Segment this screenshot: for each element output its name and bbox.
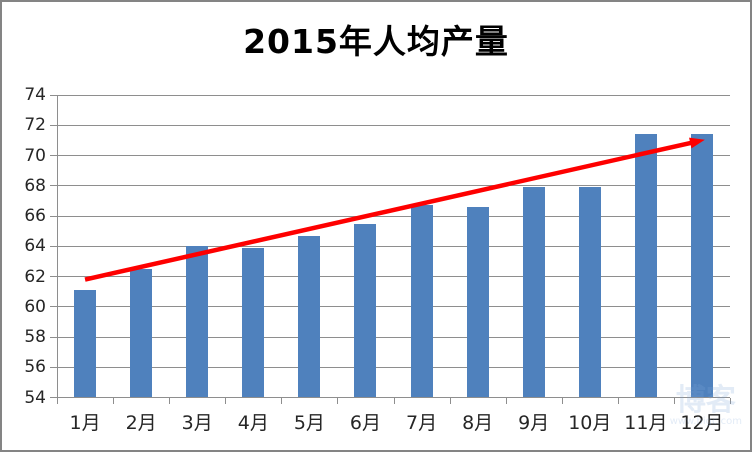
bar-7月: [410, 205, 433, 398]
bar-5月: [298, 235, 321, 398]
y-axis-tick: [50, 366, 57, 368]
y-axis-tick: [50, 185, 57, 187]
gridline: [57, 306, 730, 308]
x-axis-tick: [281, 397, 283, 404]
x-axis-tick: [393, 397, 395, 404]
y-tick-label: 56: [24, 357, 46, 378]
bar-3月: [186, 246, 209, 398]
gridline: [57, 366, 730, 368]
gridline: [57, 336, 730, 338]
x-axis-tick: [561, 397, 563, 404]
gridline: [57, 245, 730, 247]
x-tick-label: 6月: [349, 412, 381, 434]
bar-2月: [130, 268, 153, 398]
y-axis-tick: [50, 336, 57, 338]
y-tick-label: 68: [24, 175, 46, 196]
x-tick-label: 10月: [568, 412, 612, 434]
y-tick-label: 70: [24, 145, 46, 166]
x-axis-tick: [113, 397, 115, 404]
bar-9月: [522, 187, 545, 398]
y-axis-tick: [50, 215, 57, 217]
y-axis-tick: [50, 94, 57, 96]
y-tick-label: 60: [24, 296, 46, 317]
x-tick-label: 4月: [237, 412, 269, 434]
x-tick-label: 8月: [462, 412, 494, 434]
gridline: [57, 215, 730, 217]
gridline: [57, 155, 730, 156]
bar-8月: [466, 206, 489, 398]
x-axis-tick: [57, 397, 58, 404]
y-axis-line: [57, 95, 58, 398]
bar-1月: [74, 290, 97, 398]
y-tick-label: 62: [24, 266, 46, 287]
y-axis-tick: [50, 397, 57, 398]
y-axis-tick: [50, 276, 57, 277]
x-axis-tick: [617, 397, 619, 404]
bar-4月: [242, 247, 265, 398]
y-tick-label: 72: [24, 115, 46, 136]
gridline: [57, 276, 730, 277]
x-tick-label: 9月: [518, 412, 550, 434]
x-axis-tick: [730, 397, 731, 404]
x-axis-tick: [505, 397, 507, 404]
bar-6月: [354, 223, 377, 398]
x-tick-label: 2月: [125, 412, 157, 434]
trend-arrow-line: [84, 139, 695, 282]
y-axis-tick: [50, 245, 57, 247]
y-axis-tick: [50, 155, 57, 156]
x-axis-tick: [673, 397, 675, 404]
gridline: [57, 94, 730, 96]
x-tick-label: 5月: [293, 412, 325, 434]
x-tick-label: 3月: [181, 412, 213, 434]
x-axis-tick: [449, 397, 451, 404]
x-axis-tick: [169, 397, 171, 404]
bar-12月: [690, 134, 713, 398]
x-axis-tick: [337, 397, 339, 404]
y-tick-label: 58: [24, 327, 46, 347]
x-axis-tick: [225, 397, 227, 404]
gridline: [57, 124, 730, 126]
x-tick-label: 1月: [69, 412, 101, 434]
bar-10月: [578, 187, 601, 398]
x-tick-label: 12月: [680, 412, 724, 434]
bar-11月: [634, 134, 657, 398]
y-tick-label: 66: [24, 206, 46, 226]
y-tick-label: 54: [24, 387, 46, 408]
gridline: [57, 185, 730, 187]
y-axis-tick: [50, 124, 57, 126]
x-tick-label: 7月: [405, 412, 438, 434]
y-tick-label: 74: [24, 85, 46, 105]
chart-title: 2015年人均产量: [243, 22, 509, 61]
x-tick-label: 11月: [624, 412, 668, 434]
y-axis-tick: [50, 306, 57, 308]
y-tick-label: 64: [24, 236, 46, 257]
